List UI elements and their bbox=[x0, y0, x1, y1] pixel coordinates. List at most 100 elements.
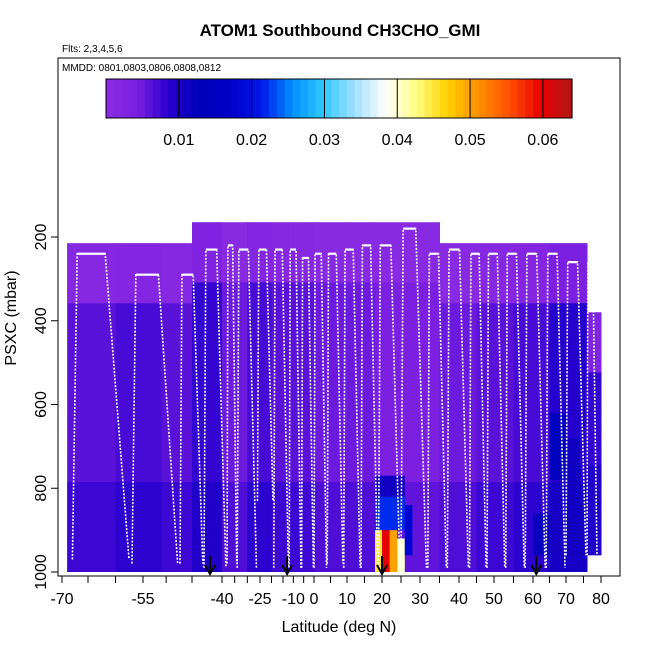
colorbar-segment bbox=[517, 79, 526, 118]
colorbar-segment bbox=[144, 79, 154, 118]
heatmap-column-top bbox=[247, 222, 272, 283]
heatmap-column-top bbox=[192, 222, 223, 283]
heatmap-column-bottom bbox=[67, 482, 116, 572]
heatmap-column-bottom bbox=[314, 482, 348, 572]
colorbar-segment bbox=[315, 79, 325, 118]
colorbar-segment bbox=[222, 79, 231, 118]
colorbar-segment bbox=[525, 79, 534, 118]
x-tick-label: 20 bbox=[373, 591, 391, 608]
colorbar-segment bbox=[191, 79, 200, 118]
flight-profiles bbox=[71, 227, 598, 568]
chart-title: ATOM1 Southbound CH3CHO_GMI bbox=[200, 21, 481, 40]
colorbar-segment bbox=[269, 79, 278, 118]
heatmap-column-bottom bbox=[161, 482, 193, 572]
x-tick-label: -10 bbox=[282, 591, 305, 608]
heatmap-cell bbox=[389, 530, 398, 572]
colorbar-segment bbox=[106, 79, 115, 118]
x-axis-label: Latitude (deg N) bbox=[282, 619, 397, 636]
colorbar-segment bbox=[121, 79, 130, 118]
colorbar-segment bbox=[253, 79, 262, 118]
heatmap-cell bbox=[566, 438, 580, 556]
colorbar-tick-label: 0.05 bbox=[454, 132, 485, 149]
colorbar-segment bbox=[284, 79, 293, 118]
y-tick-label: 1000 bbox=[33, 554, 50, 590]
x-tick-label: 50 bbox=[485, 591, 503, 608]
colorbar-segment bbox=[113, 79, 123, 118]
heatmap-column-bottom bbox=[222, 482, 248, 572]
colorbar-segment bbox=[292, 79, 301, 118]
heatmap-column-top bbox=[401, 222, 440, 283]
colorbar-segment bbox=[486, 79, 495, 118]
flight-profile bbox=[400, 227, 428, 568]
plot-frame bbox=[57, 57, 621, 577]
flight-marker-head bbox=[204, 564, 216, 577]
heatmap-cell bbox=[549, 412, 566, 480]
heatmap-cell bbox=[397, 538, 405, 572]
heatmap-column-top bbox=[271, 222, 294, 283]
colorbar-segment bbox=[540, 79, 550, 118]
colorbar-segment bbox=[370, 79, 379, 118]
heatmap-column-top bbox=[375, 222, 402, 283]
heatmap-column-top bbox=[293, 222, 315, 283]
colorbar-segment bbox=[276, 79, 286, 118]
colorbar-segment bbox=[362, 79, 371, 118]
flight-marker-head bbox=[530, 564, 543, 577]
colorbar-segment bbox=[168, 79, 177, 118]
x-tick-label: 30 bbox=[411, 591, 429, 608]
x-axis: -70 -55 -40 -25 -10 0 10 20 30 40 50 60 70 80 bbox=[50, 576, 610, 608]
colorbar-segment bbox=[300, 79, 309, 118]
flight-profile bbox=[273, 248, 290, 568]
colorbar-segment bbox=[401, 79, 410, 118]
heatmap-column-top bbox=[314, 222, 348, 283]
heatmap-column-top bbox=[67, 243, 116, 304]
y-axis-label: PSXC (mbar) bbox=[3, 270, 20, 365]
colorbar-ticks: 0.01 0.02 0.03 0.04 0.05 0.06 bbox=[163, 79, 559, 149]
colorbar-segment bbox=[175, 79, 185, 118]
flight-profile bbox=[226, 244, 238, 564]
x-tick-label: -55 bbox=[131, 591, 154, 608]
colorbar-segment bbox=[129, 79, 138, 118]
heatmap-cell bbox=[382, 530, 390, 572]
heatmap-column-bottom bbox=[192, 482, 223, 572]
colorbar-segment bbox=[564, 79, 573, 118]
heatmap-cell bbox=[375, 496, 405, 531]
x-tick-label: -70 bbox=[50, 591, 73, 608]
colorbar-tick-label: 0.03 bbox=[309, 132, 340, 149]
colorbar-segment bbox=[339, 79, 348, 118]
colorbar-segment bbox=[160, 79, 169, 118]
colorbar-frame bbox=[105, 78, 573, 119]
colorbar-segment bbox=[556, 79, 565, 118]
colorbar-segment bbox=[533, 79, 542, 118]
heatmap-column-bottom bbox=[247, 482, 272, 572]
colorbar-segment bbox=[439, 79, 449, 118]
dates-label: MMDD: 0801,0803,0806,0808,0812 bbox=[62, 63, 221, 74]
heatmap-column-bottom bbox=[293, 482, 315, 572]
colorbar-segment bbox=[307, 79, 317, 118]
heatmap-cell bbox=[404, 505, 413, 556]
x-tick-label: 10 bbox=[338, 591, 356, 608]
colorbar-segment bbox=[152, 79, 161, 118]
x-tick-label: 40 bbox=[450, 591, 468, 608]
x-tick-label: 70 bbox=[557, 591, 575, 608]
x-tick-label: -25 bbox=[248, 591, 271, 608]
flight-profile bbox=[486, 252, 506, 568]
x-tick-label: 80 bbox=[592, 591, 610, 608]
heatmap-column-bottom bbox=[115, 482, 162, 572]
colorbar-segment bbox=[424, 79, 433, 118]
flight-profile bbox=[326, 252, 344, 564]
colorbar-segment bbox=[408, 79, 418, 118]
colorbar-tick-label: 0.02 bbox=[236, 132, 267, 149]
x-tick-label: 60 bbox=[524, 591, 542, 608]
colorbar-segment bbox=[509, 79, 519, 118]
y-tick-label: 400 bbox=[33, 307, 50, 334]
colorbar-segment bbox=[238, 79, 247, 118]
colorbar-tick-label: 0.06 bbox=[527, 132, 558, 149]
colorbar-segment bbox=[447, 79, 457, 118]
colorbar bbox=[105, 78, 573, 119]
flight-markers bbox=[204, 556, 543, 577]
colorbar-segment bbox=[245, 79, 255, 118]
heatmap-column-bottom bbox=[587, 465, 602, 556]
heatmap-cell bbox=[533, 513, 550, 556]
colorbar-segment bbox=[206, 79, 216, 118]
